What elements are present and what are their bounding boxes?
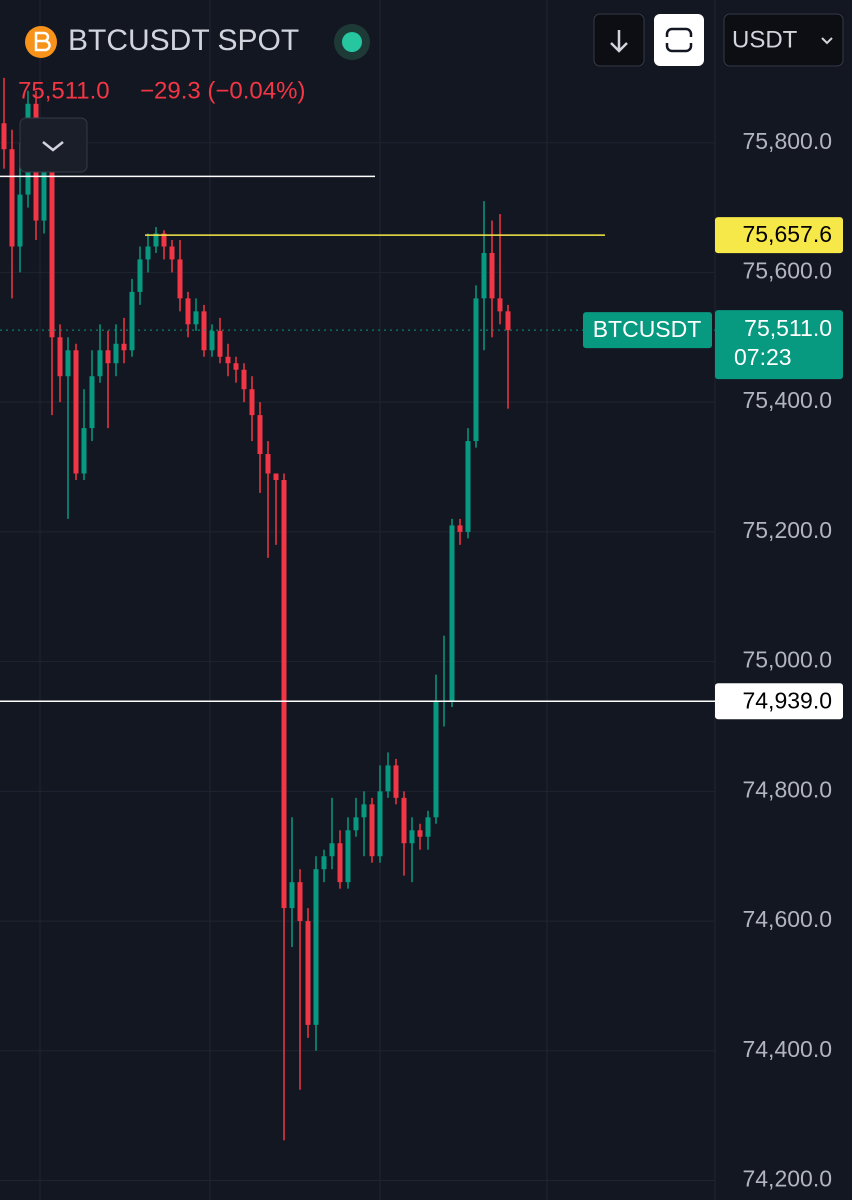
candle-body: [169, 246, 175, 260]
candle-body: [89, 376, 95, 429]
level-tag: [715, 683, 843, 720]
candle-body: [249, 389, 255, 416]
candle-body: [497, 298, 503, 312]
candle-body: [129, 291, 135, 351]
y-tick-label: 75,800.0: [742, 128, 832, 154]
candle-body: [377, 791, 383, 857]
header-price: 75,511.0: [18, 77, 110, 104]
grid: [0, 0, 716, 1200]
candle-body: [321, 856, 327, 870]
candle-body: [193, 311, 199, 325]
candle-body: [473, 298, 479, 442]
candle-body: [233, 363, 239, 370]
candle-body: [273, 473, 279, 480]
candle-body: [353, 817, 359, 831]
candle-body: [177, 259, 183, 299]
candle-body: [433, 700, 439, 818]
level-label: 74,939.0: [742, 687, 832, 713]
countdown: 07:23: [734, 344, 792, 370]
candle-body: [17, 194, 23, 247]
candle-body: [49, 168, 55, 338]
symbol-tag: [583, 312, 712, 349]
candle-body: [257, 415, 263, 455]
candle-body: [9, 149, 15, 247]
candle-body: [417, 830, 423, 837]
y-tick-label: 74,200.0: [742, 1166, 832, 1192]
candle-body: [425, 817, 431, 837]
header-change: −29.3 (−0.04%): [140, 77, 305, 104]
candle-body: [449, 525, 455, 701]
candle-body: [281, 480, 287, 909]
candle-body: [401, 797, 407, 844]
collapse-button[interactable]: [19, 117, 88, 173]
candle-body: [161, 233, 167, 247]
candle-body: [137, 259, 143, 292]
y-tick-label: 75,200.0: [742, 517, 832, 543]
status-dot: [342, 32, 362, 52]
candle-body: [481, 252, 487, 299]
arrow-icon: [610, 30, 628, 53]
level-label: 75,657.6: [742, 221, 832, 247]
candle-body: [329, 843, 335, 857]
candle-body: [113, 343, 119, 364]
candle-body: [369, 804, 375, 857]
y-tick-label: 75,000.0: [742, 647, 832, 673]
candle-body: [409, 830, 415, 844]
candle-body: [1, 123, 7, 150]
candle-body: [393, 765, 399, 798]
candle-body: [297, 882, 303, 922]
candle-body: [41, 168, 47, 221]
candle-body: [185, 298, 191, 325]
y-tick-label: 74,400.0: [742, 1036, 832, 1062]
candle-body: [209, 330, 215, 351]
candle-body: [289, 882, 295, 909]
candle-body: [217, 330, 223, 357]
symbol-title: BTCUSDT SPOT: [68, 24, 299, 57]
candle-body: [465, 441, 471, 532]
candle-body: [57, 337, 63, 377]
chevron: [42, 141, 64, 152]
currency-label: USDT: [732, 26, 798, 53]
candle-body: [225, 356, 231, 364]
y-tick-label: 74,600.0: [742, 906, 832, 932]
candle-body: [201, 311, 207, 351]
currency-select[interactable]: [723, 13, 844, 67]
level-tag: [715, 217, 843, 254]
candle-body: [73, 350, 79, 474]
select-caret: [821, 37, 833, 45]
candle-body: [121, 343, 127, 351]
candle-body: [145, 246, 151, 260]
candle-body: [313, 869, 319, 1025]
symbol-tag-label: BTCUSDT: [593, 316, 702, 342]
candle-body: [489, 252, 495, 299]
candle-body: [105, 350, 111, 364]
candle-body: [457, 525, 463, 532]
candle-body: [65, 350, 71, 377]
candle-body: [305, 921, 311, 1025]
coin-glyph: [34, 31, 51, 52]
candle-body: [361, 804, 367, 818]
candle-body: [385, 765, 391, 792]
price-tag-label: 75,511.0: [744, 315, 832, 341]
candle-body: [241, 369, 247, 390]
price-tag: [715, 310, 843, 380]
y-tick-label: 75,600.0: [742, 258, 832, 284]
candle-body: [265, 454, 271, 474]
candle-body: [505, 311, 511, 331]
candle-body: [153, 233, 159, 247]
candle-body: [81, 428, 87, 474]
y-tick-label: 74,800.0: [742, 776, 832, 802]
candle-body: [337, 843, 343, 883]
candle-body: [345, 830, 351, 883]
y-tick-label: 75,400.0: [742, 387, 832, 413]
candle-body: [97, 350, 103, 377]
